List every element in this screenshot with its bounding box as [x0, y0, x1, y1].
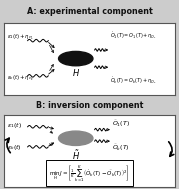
Text: $\tilde{O}_k(T)$: $\tilde{O}_k(T)$: [112, 143, 130, 153]
Text: $\varepsilon_k(t)+\eta_{\varepsilon_k}$: $\varepsilon_k(t)+\eta_{\varepsilon_k}$: [7, 74, 34, 84]
Text: $\varepsilon_1(t)+\eta_{\varepsilon_1}$: $\varepsilon_1(t)+\eta_{\varepsilon_1}$: [7, 32, 34, 42]
Text: H: H: [73, 69, 79, 78]
Circle shape: [59, 51, 93, 66]
Text: $\varepsilon_1(t)$: $\varepsilon_1(t)$: [7, 121, 22, 130]
Text: $\underset{\tilde{H}}{\min}J=\left[\frac{1}{K}\sum_{k=1}^{K}\left(\dot{O}_k(T)-\: $\underset{\tilde{H}}{\min}J=\left[\frac…: [49, 163, 130, 183]
Text: $\tilde{O}_1(T)$: $\tilde{O}_1(T)$: [112, 119, 130, 129]
Text: B: inversion component: B: inversion component: [36, 101, 143, 110]
Text: $\varepsilon_k(t)$: $\varepsilon_k(t)$: [7, 143, 22, 152]
Text: A: experimental component: A: experimental component: [27, 7, 152, 16]
Text: $\dot{O}_1(T)=O_1(T)+\eta_{O_1}$: $\dot{O}_1(T)=O_1(T)+\eta_{O_1}$: [110, 30, 157, 41]
Text: $\dot{O}_k(T)=O_k(T)+\eta_{O_k}$: $\dot{O}_k(T)=O_k(T)+\eta_{O_k}$: [110, 75, 157, 86]
Circle shape: [59, 131, 93, 146]
Text: $\tilde{H}$: $\tilde{H}$: [72, 148, 80, 162]
